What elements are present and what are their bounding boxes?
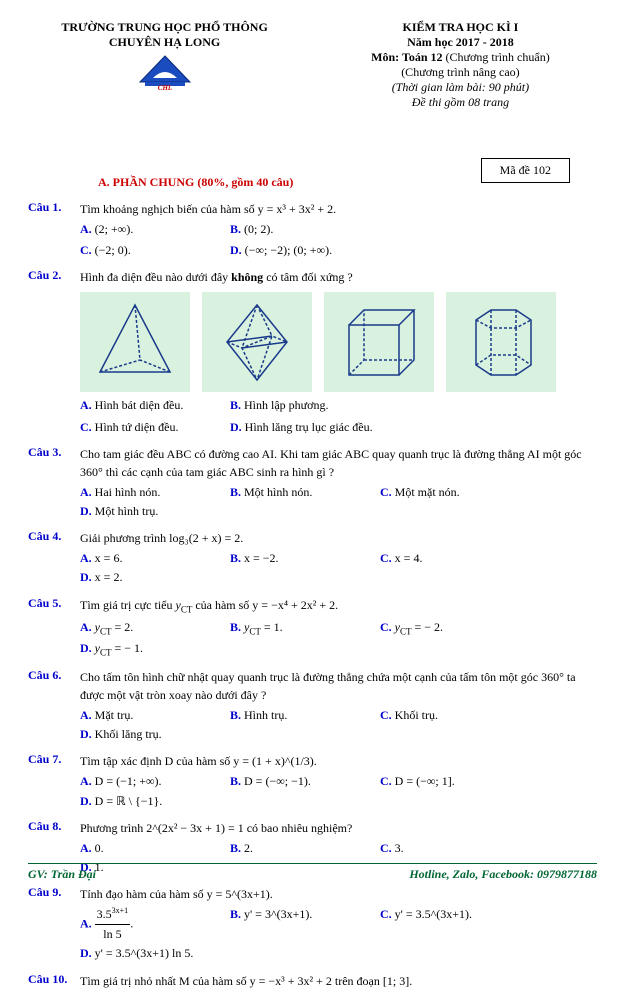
q8-opt-a: A. 0.	[80, 839, 230, 858]
q5-opt-d: D. yCT = − 1.	[80, 639, 200, 660]
q4-opt-b: B. x = −2.	[230, 549, 380, 568]
q7-label: Câu 7.	[28, 752, 80, 767]
exam-subject2: (Chương trình nâng cao)	[324, 65, 597, 80]
exam-subject: Môn: Toán 12 (Chương trình chuẩn)	[324, 50, 597, 65]
question-6: Câu 6. Cho tấm tôn hình chữ nhật quay qu…	[28, 668, 597, 744]
q3-opt-c: C. Một mặt nón.	[380, 483, 530, 502]
q3-opt-a: A. Hai hình nón.	[80, 483, 230, 502]
q7-opt-a: A. D = (−1; +∞).	[80, 772, 230, 791]
q5-text: Tìm giá trị cực tiểu yCT của hàm số y = …	[80, 596, 597, 617]
q5-label: Câu 5.	[28, 596, 80, 611]
question-5: Câu 5. Tìm giá trị cực tiểu yCT của hàm …	[28, 596, 597, 660]
q9-text: Tính đạo hàm của hàm số y = 5^(3x+1).	[80, 885, 597, 903]
school-logo-icon: CHL	[135, 54, 195, 94]
q6-opt-c: C. Khối trụ.	[380, 706, 530, 725]
q3-opt-d: D. Một hình trụ.	[80, 502, 200, 521]
q8-opt-b: B. 2.	[230, 839, 380, 858]
q4-label: Câu 4.	[28, 529, 80, 544]
question-7: Câu 7. Tìm tập xác định D của hàm số y =…	[28, 752, 597, 810]
question-3: Câu 3. Cho tam giác đều ABC có đường cao…	[28, 445, 597, 521]
question-9: Câu 9. Tính đạo hàm của hàm số y = 5^(3x…	[28, 885, 597, 964]
q5-opt-c: C. yCT = − 2.	[380, 618, 530, 639]
q6-text: Cho tấm tôn hình chữ nhật quay quanh trụ…	[80, 668, 597, 704]
q2-label: Câu 2.	[28, 268, 80, 283]
school-line-2: CHUYÊN HẠ LONG	[28, 35, 301, 50]
q3-label: Câu 3.	[28, 445, 80, 460]
page-header: TRƯỜNG TRUNG HỌC PHỔ THÔNG CHUYÊN HẠ LON…	[28, 20, 597, 110]
q1-opt-c: C. (−2; 0).	[80, 241, 230, 260]
q7-text: Tìm tập xác định D của hàm số y = (1 + x…	[80, 752, 597, 770]
q6-opt-a: A. Mặt trụ.	[80, 706, 230, 725]
q1-opt-d: D. (−∞; −2); (0; +∞).	[230, 241, 380, 260]
q6-opt-d: D. Khối lăng trụ.	[80, 725, 200, 744]
q4-opt-c: C. x = 4.	[380, 549, 530, 568]
question-4: Câu 4. Giải phương trình log₃(2 + x) = 2…	[28, 529, 597, 587]
q8-text: Phương trình 2^(2x² − 3x + 1) = 1 có bao…	[80, 819, 597, 837]
q1-text: Tìm khoảng nghịch biến của hàm số y = x³…	[80, 200, 597, 218]
footer-right: Hotline, Zalo, Facebook: 0979877188	[409, 867, 597, 882]
q9-opt-a: A. 3.53x+1ln 5.	[80, 905, 230, 944]
q5-opt-b: B. yCT = 1.	[230, 618, 380, 639]
question-1: Câu 1. Tìm khoảng nghịch biến của hàm số…	[28, 200, 597, 260]
question-10: Câu 10. Tìm giá trị nhỏ nhất M của hàm s…	[28, 972, 597, 990]
q4-opt-d: D. x = 2.	[80, 568, 200, 587]
exam-title: KIỂM TRA HỌC KÌ I	[324, 20, 597, 35]
q9-label: Câu 9.	[28, 885, 80, 900]
shape-hexprism-icon	[446, 292, 556, 392]
q8-opt-c: C. 3.	[380, 839, 530, 858]
q4-opt-a: A. x = 6.	[80, 549, 230, 568]
q8-label: Câu 8.	[28, 819, 80, 834]
q10-text: Tìm giá trị nhỏ nhất M của hàm số y = −x…	[80, 972, 597, 990]
question-2: Câu 2. Hình đa diện đều nào dưới đây khô…	[28, 268, 597, 436]
q10-label: Câu 10.	[28, 972, 80, 987]
q3-text: Cho tam giác đều ABC có đường cao AI. Kh…	[80, 445, 597, 481]
q1-opt-b: B. (0; 2).	[230, 220, 380, 239]
q2-text: Hình đa diện đều nào dưới đây không có t…	[80, 268, 597, 286]
q5-opt-a: A. yCT = 2.	[80, 618, 230, 639]
school-line-1: TRƯỜNG TRUNG HỌC PHỔ THÔNG	[28, 20, 301, 35]
q7-opt-b: B. D = (−∞; −1).	[230, 772, 380, 791]
q3-opt-b: B. Một hình nón.	[230, 483, 380, 502]
q2-opt-c: C. Hình tứ diện đều.	[80, 418, 230, 437]
q9-opt-c: C. y' = 3.5^(3x+1).	[380, 905, 530, 944]
exam-year: Năm học 2017 - 2018	[324, 35, 597, 50]
shape-octahedron-icon	[202, 292, 312, 392]
q7-opt-c: C. D = (−∞; 1].	[380, 772, 530, 791]
q1-label: Câu 1.	[28, 200, 80, 215]
q2-opt-b: B. Hình lập phương.	[230, 396, 380, 415]
q6-opt-b: B. Hình trụ.	[230, 706, 380, 725]
exam-pages: Đề thi gồm 08 trang	[324, 95, 597, 110]
svg-text:CHL: CHL	[157, 84, 171, 92]
q2-opt-d: D. Hình lăng trụ lục giác đều.	[230, 418, 373, 437]
shapes-row	[80, 292, 597, 392]
header-left: TRƯỜNG TRUNG HỌC PHỔ THÔNG CHUYÊN HẠ LON…	[28, 20, 301, 110]
header-right: KIỂM TRA HỌC KÌ I Năm học 2017 - 2018 Mô…	[324, 20, 597, 110]
exam-code-box: Mã đề 102	[481, 158, 570, 183]
footer-left: GV: Trần Đại	[28, 867, 96, 882]
q4-text: Giải phương trình log₃(2 + x) = 2.	[80, 529, 597, 547]
shape-tetrahedron-icon	[80, 292, 190, 392]
q9-opt-b: B. y' = 3^(3x+1).	[230, 905, 380, 944]
page-footer: GV: Trần Đại Hotline, Zalo, Facebook: 09…	[28, 863, 597, 882]
exam-time: (Thời gian làm bài: 90 phút)	[324, 80, 597, 95]
q2-opt-a: A. Hình bát diện đều.	[80, 396, 230, 415]
q6-label: Câu 6.	[28, 668, 80, 683]
q9-opt-d: D. y' = 3.5^(3x+1) ln 5.	[80, 944, 200, 963]
q1-opt-a: A. (2; +∞).	[80, 220, 230, 239]
shape-cube-icon	[324, 292, 434, 392]
q7-opt-d: D. D = ℝ \ {−1}.	[80, 792, 200, 811]
